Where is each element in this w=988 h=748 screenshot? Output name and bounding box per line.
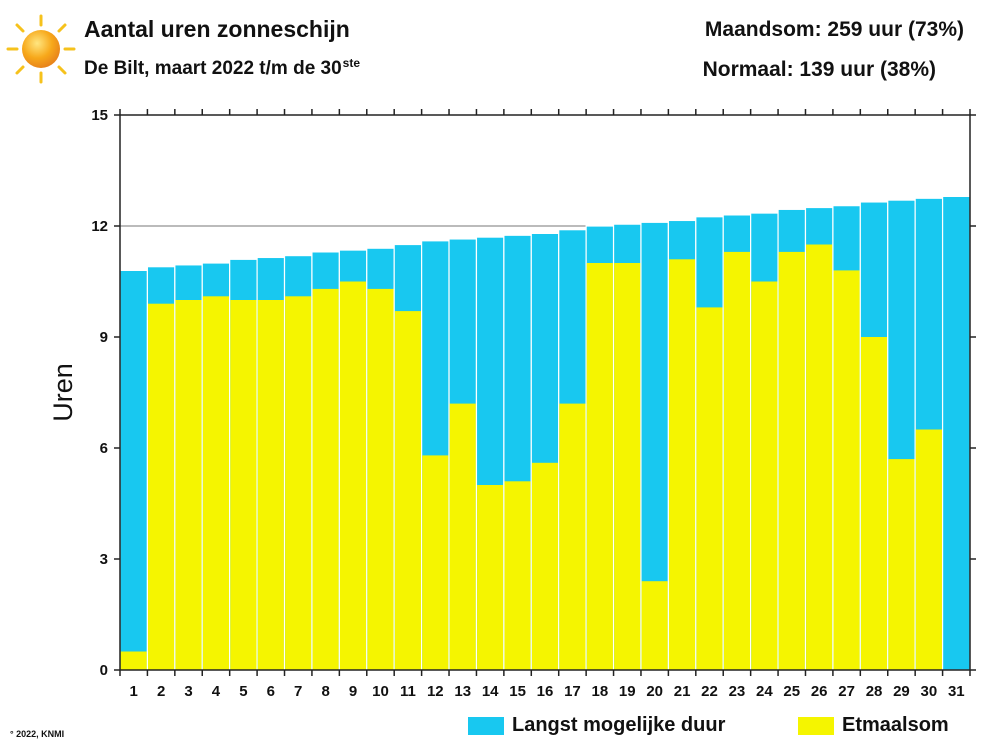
bar-actual-day-21 <box>668 259 696 670</box>
legend-label-actual: Etmaalsom <box>842 714 949 736</box>
bar-actual-day-3 <box>175 300 202 670</box>
bar-actual-day-20 <box>641 581 668 670</box>
bar-possible-day-31 <box>941 195 971 671</box>
x-tick-label-10: 10 <box>372 683 389 700</box>
bar-actual-day-15 <box>504 481 531 670</box>
x-tick-label-31: 31 <box>948 683 965 700</box>
x-tick-label-17: 17 <box>564 683 581 700</box>
bar-actual-day-16 <box>531 462 559 670</box>
y-tick-label-12: 12 <box>91 218 108 235</box>
x-tick-label-23: 23 <box>729 683 746 700</box>
bar-actual-day-5 <box>230 300 257 670</box>
bar-actual-day-30 <box>915 429 942 670</box>
x-tick-label-22: 22 <box>701 683 718 700</box>
bar-actual-day-17 <box>559 403 586 670</box>
bar-actual-day-23 <box>723 251 751 670</box>
bar-actual-day-24 <box>751 281 778 670</box>
bar-actual-day-2 <box>148 303 175 670</box>
legend-swatch-possible <box>468 716 504 735</box>
bar-actual-day-9 <box>339 281 367 670</box>
x-tick-label-7: 7 <box>294 683 302 700</box>
bar-actual-day-25 <box>778 251 805 670</box>
y-tick-label-6: 6 <box>100 440 108 457</box>
y-tick-label-0: 0 <box>100 662 108 679</box>
y-tick-label-3: 3 <box>100 551 108 568</box>
bar-actual-day-26 <box>806 244 833 670</box>
bar-actual-day-6 <box>257 300 284 670</box>
x-tick-label-18: 18 <box>591 683 608 700</box>
subtitle-text: De Bilt, maart 2022 t/m de 30 <box>84 58 342 79</box>
y-tick-label-15: 15 <box>91 107 108 124</box>
x-tick-label-27: 27 <box>838 683 855 700</box>
x-tick-label-24: 24 <box>756 683 773 700</box>
bar-actual-day-27 <box>833 270 860 670</box>
legend-item-possible: Langst mogelijke duur <box>468 714 725 737</box>
x-tick-label-12: 12 <box>427 683 444 700</box>
month-total: Maandsom: 259 uur (73%) <box>704 18 964 41</box>
subtitle-suffix: ste <box>342 56 361 70</box>
bar-actual-day-18 <box>586 263 613 670</box>
x-tick-label-8: 8 <box>321 683 329 700</box>
legend-item-actual: Etmaalsom <box>798 714 949 737</box>
x-tick-label-1: 1 <box>130 683 138 700</box>
x-tick-label-5: 5 <box>239 683 247 700</box>
x-tick-label-28: 28 <box>866 683 883 700</box>
x-tick-label-21: 21 <box>674 683 691 700</box>
bar-actual-day-19 <box>614 263 641 670</box>
legend-label-possible: Langst mogelijke duur <box>512 714 726 736</box>
x-tick-label-19: 19 <box>619 683 636 700</box>
x-tick-label-4: 4 <box>212 683 221 700</box>
bar-actual-day-29 <box>888 459 915 670</box>
x-tick-label-25: 25 <box>783 683 800 700</box>
bar-actual-day-12 <box>422 455 449 670</box>
x-tick-label-11: 11 <box>400 683 416 700</box>
bar-actual-day-1 <box>120 651 147 670</box>
sun-icon <box>6 14 76 84</box>
legend-swatch-actual <box>798 716 834 735</box>
x-tick-label-16: 16 <box>537 683 554 700</box>
bar-actual-day-14 <box>477 485 504 670</box>
bar-actual-day-11 <box>394 311 422 670</box>
x-tick-label-30: 30 <box>921 683 938 700</box>
x-tick-label-15: 15 <box>509 683 526 700</box>
normal-total: Normaal: 139 uur (38%) <box>702 58 936 81</box>
x-tick-label-29: 29 <box>893 683 910 700</box>
copyright: ° 2022, KNMI <box>10 729 65 739</box>
bar-actual-day-10 <box>367 288 394 670</box>
bar-actual-day-8 <box>312 288 339 670</box>
bar-possible-day-1 <box>119 269 149 671</box>
x-tick-label-6: 6 <box>267 683 275 700</box>
x-tick-label-20: 20 <box>646 683 663 700</box>
x-tick-label-3: 3 <box>184 683 192 700</box>
chart-subtitle: De Bilt, maart 2022 t/m de 30ste <box>84 56 360 80</box>
plot-frame <box>119 114 971 671</box>
x-tick-label-26: 26 <box>811 683 828 700</box>
y-axis-label: Uren <box>48 363 78 422</box>
bar-actual-day-22 <box>696 307 723 670</box>
bar-actual-day-4 <box>202 296 230 670</box>
x-tick-label-9: 9 <box>349 683 357 700</box>
x-tick-label-13: 13 <box>454 683 471 700</box>
chart-title: Aantal uren zonneschijn <box>84 16 350 42</box>
x-tick-label-14: 14 <box>482 683 499 700</box>
bar-actual-day-28 <box>860 337 888 670</box>
bar-actual-day-13 <box>449 403 476 670</box>
x-tick-label-2: 2 <box>157 683 165 700</box>
y-tick-label-9: 9 <box>100 329 108 346</box>
bar-actual-day-7 <box>285 296 312 670</box>
